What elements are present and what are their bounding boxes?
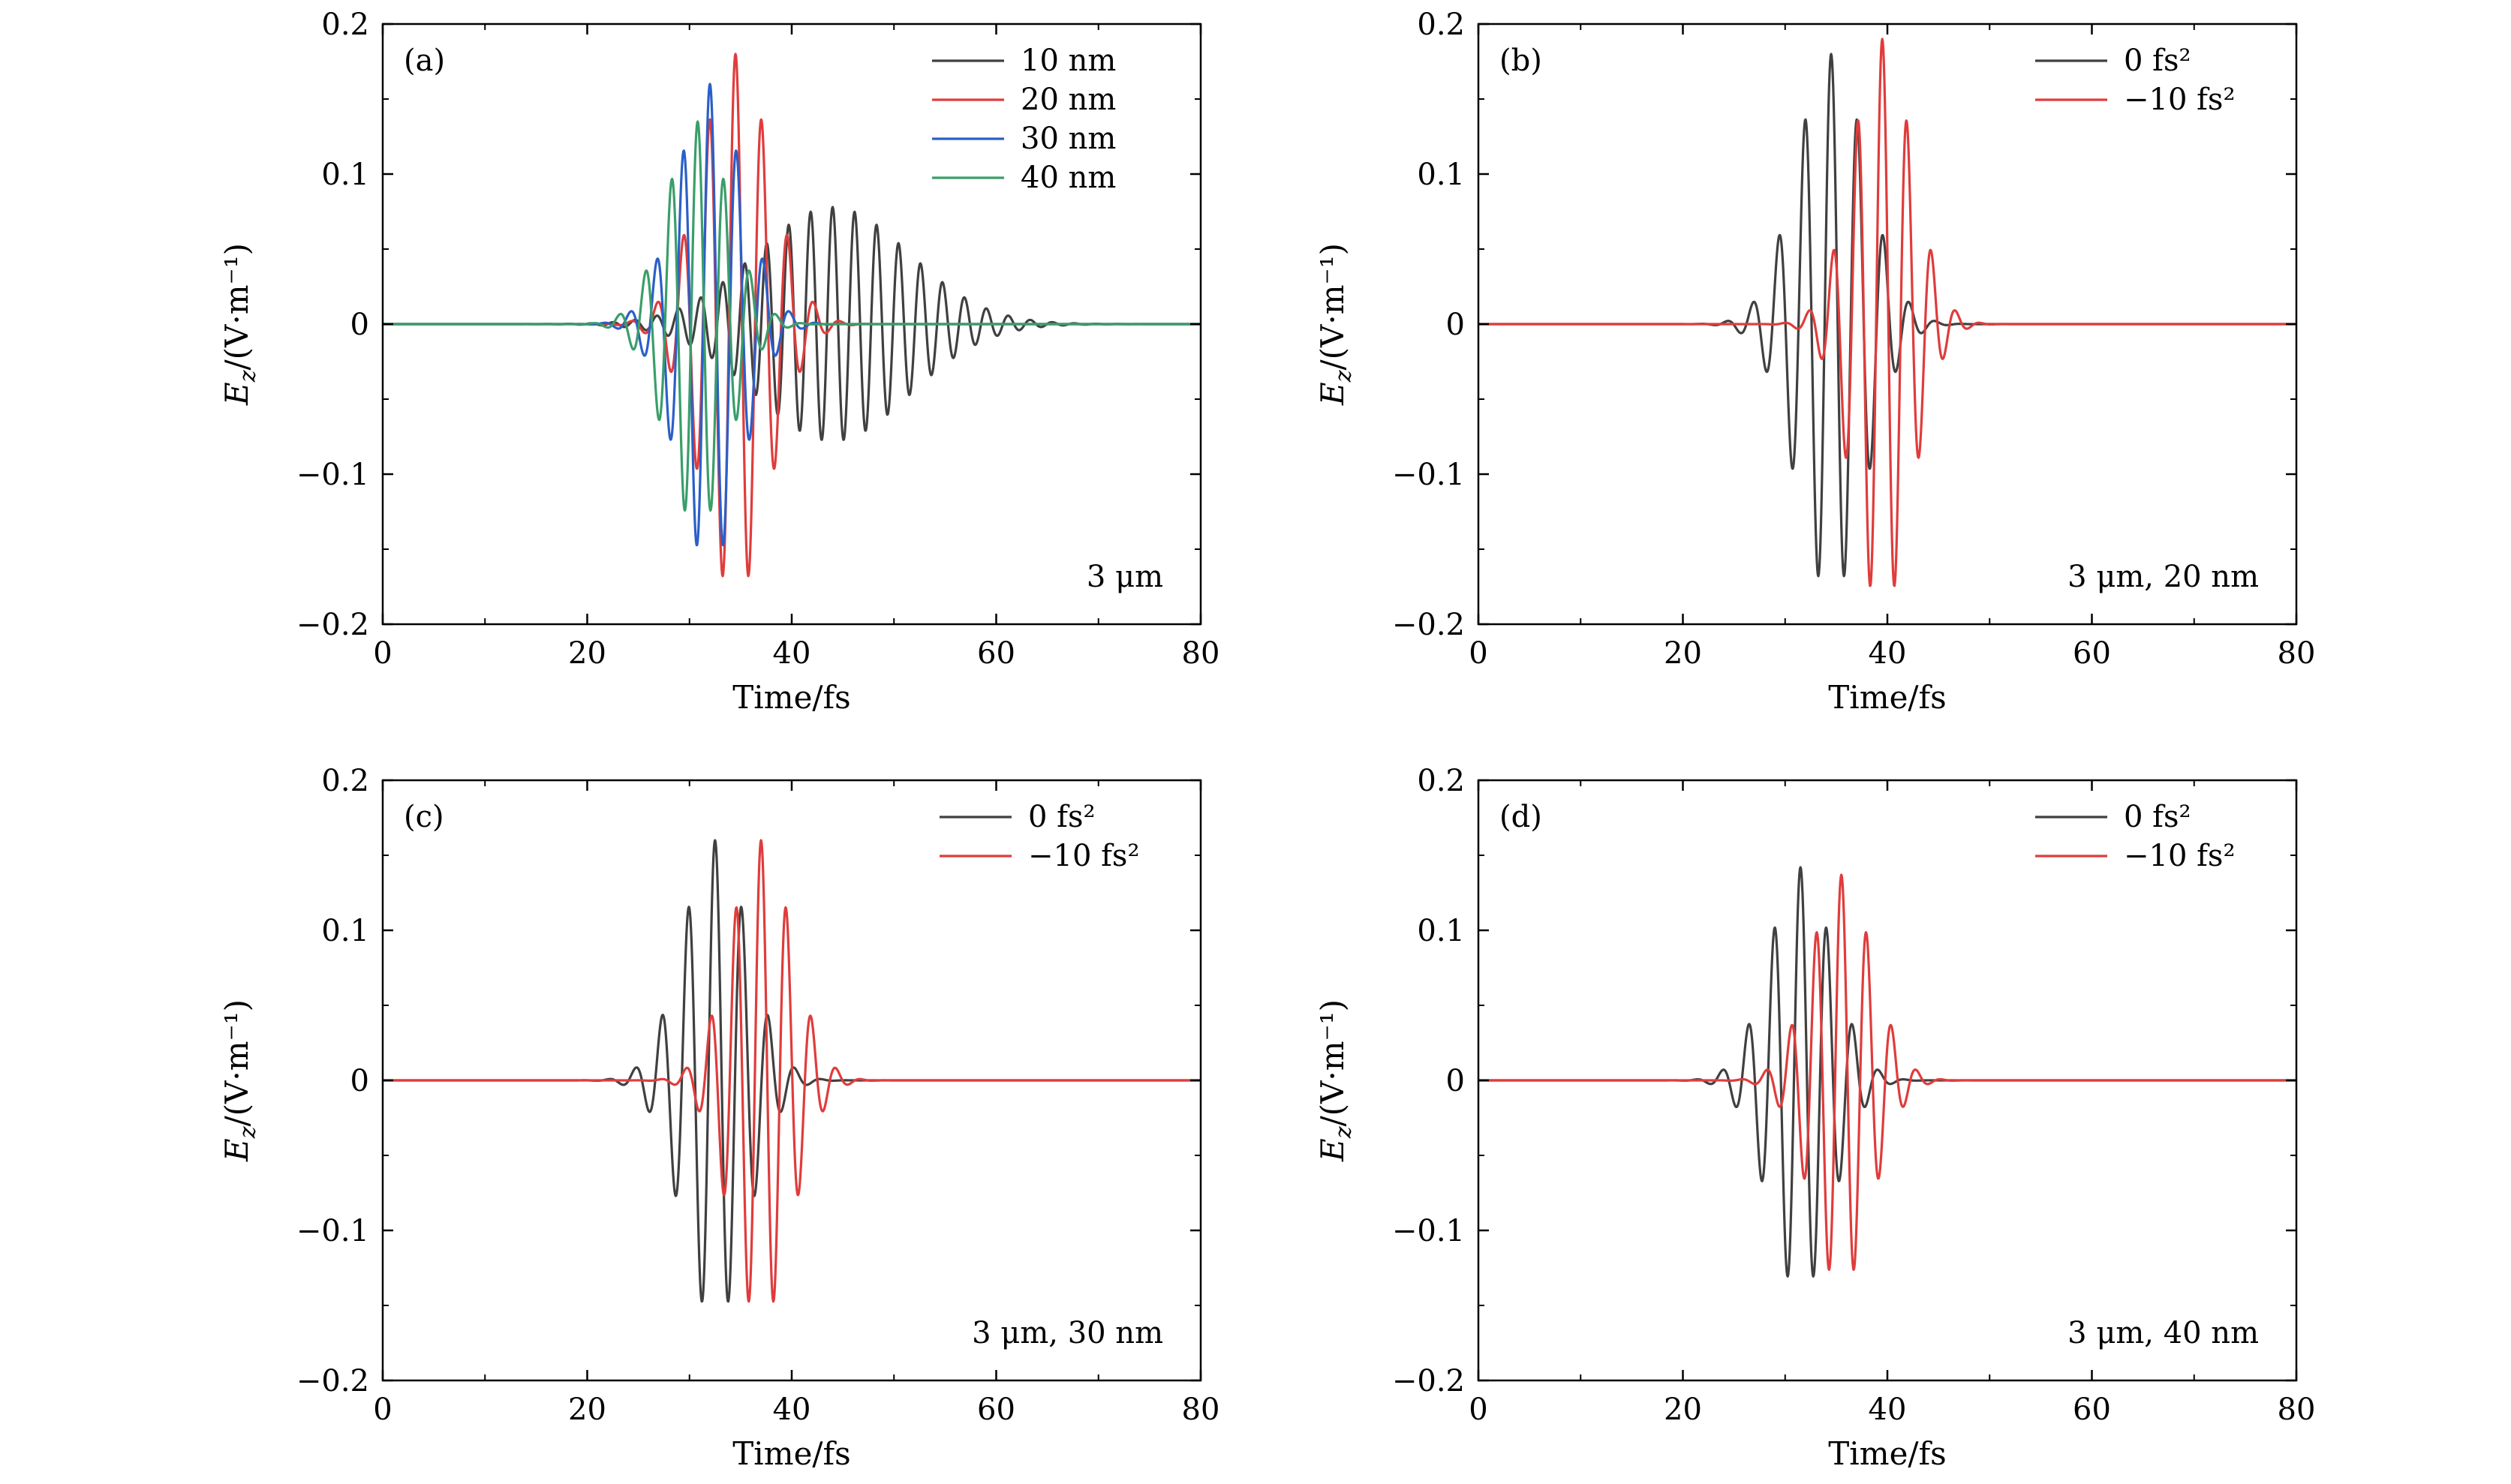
- legend-label: 0 fs²: [2124, 44, 2191, 78]
- panel-annotation: 3 μm, 30 nm: [972, 1316, 1163, 1350]
- legend-label: −10 fs²: [1028, 839, 1140, 873]
- panel-label: (d): [1499, 800, 1542, 834]
- x-tick-label: 80: [1182, 1392, 1220, 1427]
- y-tick-label: −0.1: [1392, 458, 1465, 492]
- series-line-1: [1478, 38, 2296, 587]
- x-tick-label: 60: [2073, 636, 2111, 671]
- x-tick-label: 20: [1664, 1392, 1702, 1427]
- legend: 0 fs² −10 fs²: [2035, 44, 2236, 117]
- y-tick-label: −0.1: [296, 458, 369, 492]
- panel-a: 0 20 40 60 80 −0.2 −0.1 0 0.1 0.2 Time/fs Ez/(V·m⁻¹…: [218, 8, 1219, 716]
- y-tick-label: −0.2: [296, 1364, 369, 1398]
- legend: 0 fs² −10 fs²: [2035, 800, 2236, 873]
- legend: 10 nm 20 nm 30 nm 40 nm: [932, 44, 1116, 195]
- x-axis-label: Time/fs: [732, 1435, 850, 1472]
- legend-label: 10 nm: [1021, 44, 1116, 78]
- y-tick-label: 0: [1446, 1064, 1465, 1098]
- y-tick-label: −0.2: [296, 608, 369, 642]
- y-tick-label: −0.1: [1392, 1214, 1465, 1248]
- x-axis-label: Time/fs: [732, 679, 850, 716]
- x-tick-label: 80: [2278, 1392, 2316, 1427]
- x-tick-label: 0: [373, 636, 392, 671]
- x-axis-label: Time/fs: [1828, 679, 1946, 716]
- x-tick-label: 60: [2073, 1392, 2111, 1427]
- series-line-1: [383, 839, 1201, 1303]
- panel-label: (a): [404, 44, 445, 78]
- y-tick-label: 0.2: [321, 764, 369, 798]
- y-tick-label: 0: [350, 1064, 369, 1098]
- panel-c: 0 20 40 60 80 −0.2 −0.1 0 0.1 0.2 Time/fs Ez/(V·m⁻¹…: [218, 764, 1219, 1472]
- y-tick-label: 0: [350, 308, 369, 342]
- x-tick-label: 40: [773, 636, 811, 671]
- x-tick-label: 40: [773, 1392, 811, 1427]
- x-tick-label: 20: [568, 636, 606, 671]
- legend-label: 30 nm: [1021, 122, 1116, 156]
- panel-annotation: 3 μm, 20 nm: [2067, 560, 2259, 594]
- x-tick-label: 60: [977, 1392, 1015, 1427]
- x-tick-label: 0: [1469, 636, 1487, 671]
- y-tick-label: −0.2: [1392, 1364, 1465, 1398]
- legend: 0 fs² −10 fs²: [940, 800, 1140, 873]
- y-tick-label: 0.1: [1417, 914, 1465, 948]
- y-axis-label: Ez/(V·m⁻¹): [218, 999, 261, 1162]
- x-tick-label: 60: [977, 636, 1015, 671]
- x-axis-label: Time/fs: [1828, 1435, 1946, 1472]
- panel-d: 0 20 40 60 80 −0.2 −0.1 0 0.1 0.2 Time/fs Ez/(V·m⁻¹…: [1314, 764, 2315, 1472]
- series-line-1: [1478, 873, 2296, 1272]
- y-tick-label: 0.1: [1417, 158, 1465, 192]
- legend-label: 40 nm: [1021, 161, 1116, 195]
- x-tick-label: 40: [1869, 636, 1907, 671]
- series-line-3: [383, 120, 1201, 512]
- panel-annotation: 3 μm: [1087, 560, 1163, 594]
- y-tick-label: 0.2: [321, 8, 369, 42]
- panel-label: (c): [404, 800, 444, 834]
- x-tick-label: 0: [373, 1392, 392, 1427]
- x-tick-label: 20: [1664, 636, 1702, 671]
- legend-label: −10 fs²: [2124, 839, 2236, 873]
- y-tick-label: 0.1: [321, 914, 369, 948]
- x-tick-label: 20: [568, 1392, 606, 1427]
- y-tick-label: −0.2: [1392, 608, 1465, 642]
- y-axis-label: Ez/(V·m⁻¹): [1314, 243, 1357, 406]
- legend-label: −10 fs²: [2124, 83, 2236, 117]
- y-axis-label: Ez/(V·m⁻¹): [1314, 999, 1357, 1162]
- y-tick-label: 0.2: [1417, 8, 1465, 42]
- series-line-0: [1478, 866, 2296, 1278]
- panel-annotation: 3 μm, 40 nm: [2067, 1316, 2259, 1350]
- x-tick-label: 80: [1182, 636, 1220, 671]
- y-tick-label: −0.1: [296, 1214, 369, 1248]
- y-axis-label: Ez/(V·m⁻¹): [218, 243, 261, 406]
- legend-label: 0 fs²: [2124, 800, 2191, 834]
- panel-label: (b): [1499, 44, 1542, 78]
- x-tick-label: 0: [1469, 1392, 1487, 1427]
- legend-label: 0 fs²: [1028, 800, 1096, 834]
- x-tick-label: 40: [1869, 1392, 1907, 1427]
- y-tick-label: 0: [1446, 308, 1465, 342]
- x-tick-label: 80: [2278, 636, 2316, 671]
- y-tick-label: 0.2: [1417, 764, 1465, 798]
- y-tick-label: 0.1: [321, 158, 369, 192]
- panel-b: 0 20 40 60 80 −0.2 −0.1 0 0.1 0.2 Time/fs Ez/(V·m⁻¹…: [1314, 8, 2315, 716]
- legend-label: 20 nm: [1021, 83, 1116, 117]
